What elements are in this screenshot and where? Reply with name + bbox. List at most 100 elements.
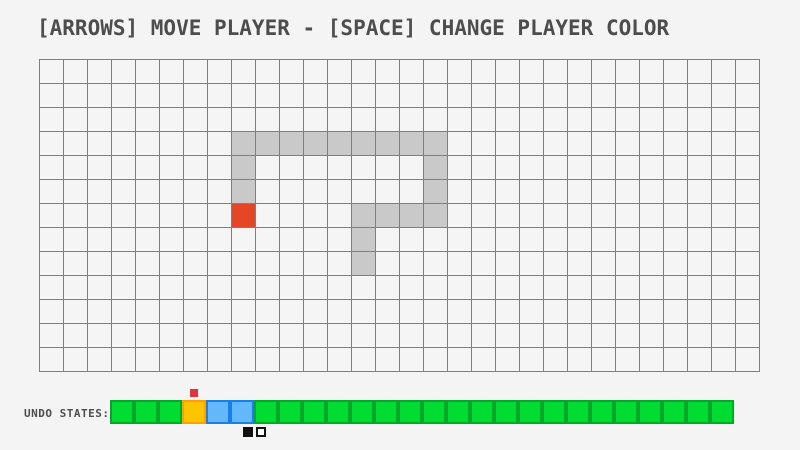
trail-cell [328, 132, 352, 156]
board-cell [712, 348, 736, 372]
board-cell [136, 180, 160, 204]
board-cell [40, 60, 64, 84]
trail-cell [376, 132, 400, 156]
board-cell [280, 348, 304, 372]
board-cell [664, 276, 688, 300]
undo-state-cell-green [494, 400, 518, 424]
board-cell [496, 156, 520, 180]
trail-cell [280, 132, 304, 156]
board-cell [160, 204, 184, 228]
board-cell [280, 276, 304, 300]
board-cell [544, 60, 568, 84]
board-cell [40, 108, 64, 132]
board-cell [208, 156, 232, 180]
board-cell [400, 348, 424, 372]
undo-state-cell-green [470, 400, 494, 424]
board-cell [208, 324, 232, 348]
board-cell [328, 108, 352, 132]
board-cell [40, 156, 64, 180]
board-cell [208, 276, 232, 300]
board-cell [592, 228, 616, 252]
board-cell [496, 180, 520, 204]
undo-state-cell-green [686, 400, 710, 424]
board-cell [40, 300, 64, 324]
board-cell [304, 348, 328, 372]
board-cell [136, 60, 160, 84]
player-cell [232, 204, 256, 228]
board-cell [616, 204, 640, 228]
board-cell [472, 204, 496, 228]
trail-cell [424, 156, 448, 180]
board-cell [40, 324, 64, 348]
board-cell [616, 228, 640, 252]
undo-state-cell-green [542, 400, 566, 424]
board-cell [112, 84, 136, 108]
board-cell [472, 180, 496, 204]
board-cell [136, 300, 160, 324]
board-cell [520, 156, 544, 180]
board-cell [592, 84, 616, 108]
board-cell [688, 180, 712, 204]
board-cell [616, 180, 640, 204]
board-cell [208, 300, 232, 324]
board-cell [328, 84, 352, 108]
board-cell [544, 204, 568, 228]
board-cell [664, 132, 688, 156]
board-cell [256, 324, 280, 348]
undo-state-cell-green [302, 400, 326, 424]
board-cell [112, 108, 136, 132]
board-cell [688, 84, 712, 108]
board-cell [736, 132, 760, 156]
board-cell [688, 300, 712, 324]
board-cell [256, 60, 280, 84]
board-cell [640, 324, 664, 348]
board-cell [256, 204, 280, 228]
board-cell [40, 228, 64, 252]
undo-state-cell-green [350, 400, 374, 424]
undo-state-cell-orange [182, 400, 206, 424]
board-cell [184, 204, 208, 228]
white-color-swatch [256, 427, 266, 437]
game-board[interactable] [39, 59, 760, 372]
board-cell [664, 348, 688, 372]
board-cell [280, 252, 304, 276]
board-cell [736, 252, 760, 276]
board-cell [208, 108, 232, 132]
trail-cell [400, 132, 424, 156]
board-cell [40, 204, 64, 228]
board-cell [472, 156, 496, 180]
board-cell [352, 276, 376, 300]
board-cell [688, 228, 712, 252]
undo-state-cell-green [158, 400, 182, 424]
board-cell [496, 132, 520, 156]
trail-cell [400, 204, 424, 228]
board-cell [88, 132, 112, 156]
board-cell [88, 324, 112, 348]
undo-state-cell-green [398, 400, 422, 424]
undo-state-cell-green [278, 400, 302, 424]
board-cell [736, 228, 760, 252]
board-cell [376, 156, 400, 180]
board-cell [280, 108, 304, 132]
board-cell [664, 204, 688, 228]
board-cell [664, 228, 688, 252]
board-cell [208, 132, 232, 156]
board-cell [736, 276, 760, 300]
board-cell [616, 276, 640, 300]
board-cell [592, 60, 616, 84]
board-cell [472, 300, 496, 324]
board-cell [328, 228, 352, 252]
board-cell [112, 132, 136, 156]
board-cell [712, 60, 736, 84]
board-cell [568, 228, 592, 252]
board-cell [496, 228, 520, 252]
board-cell [400, 84, 424, 108]
board-cell [280, 300, 304, 324]
board-cell [280, 324, 304, 348]
board-cell [736, 60, 760, 84]
board-cell [688, 252, 712, 276]
board-cell [184, 132, 208, 156]
board-cell [64, 252, 88, 276]
board-cell [376, 228, 400, 252]
board-cell [256, 108, 280, 132]
